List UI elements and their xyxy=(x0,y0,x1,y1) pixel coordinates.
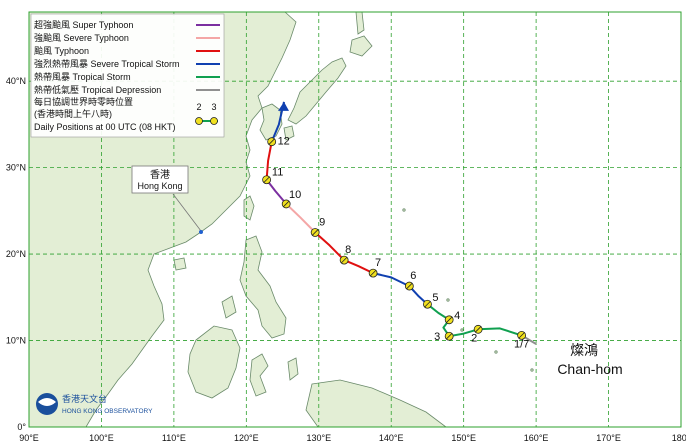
daily-position-marker-mark xyxy=(406,282,413,290)
longitude-tick-label: 180° xyxy=(672,433,686,443)
daily-position-marker-mark xyxy=(311,229,319,236)
longitude-tick-label: 130°E xyxy=(306,433,331,443)
daily-position-label: 3 xyxy=(434,331,440,343)
daily-position-label: 9 xyxy=(319,216,325,228)
storm-name-zh: 燦鴻 xyxy=(570,342,598,358)
hainan xyxy=(173,257,187,271)
track-segment xyxy=(265,179,287,205)
daily-position-label: 11 xyxy=(272,167,283,179)
longitude-tick-label: 90°E xyxy=(19,433,39,443)
legend-items: 超強颱風 Super Typhoon 強颱風 Severe Typhoon 颱風 T… xyxy=(34,19,220,95)
daily-position-label: 10 xyxy=(289,189,301,201)
latitude-labels: 0° 10°N 20°N 30°N 40°N xyxy=(6,76,27,432)
legend-sample-marker-1 xyxy=(195,117,203,125)
island xyxy=(446,298,450,302)
track-segment xyxy=(265,141,273,180)
daily-position-label: 12 xyxy=(278,136,290,148)
legend-item-label: 颱風 Typhoon xyxy=(34,46,89,56)
longitude-tick-label: 100°E xyxy=(89,433,114,443)
daily-position-marker-mark xyxy=(268,138,275,145)
daily-position-label: 6 xyxy=(410,270,416,282)
legend-item-label: 熱帶低氣壓 Tropical Depression xyxy=(34,84,161,95)
legend-sample-marker-2 xyxy=(210,117,218,125)
legend: 超強颱風 Super Typhoon 強颱風 Severe Typhoon 颱風 T… xyxy=(30,13,225,138)
latitude-tick-label: 10°N xyxy=(6,336,26,346)
longitude-labels: 90°E 100°E 110°E 120°E 130°E 140°E 150°E 160°E 1… xyxy=(19,433,686,443)
legend-sample-num-1: 2 xyxy=(196,102,201,112)
legend-item-label: 強颱風 Severe Typhoon xyxy=(34,32,129,43)
latitude-tick-label: 30°N xyxy=(6,163,26,173)
storm-name-en: Chan-hom xyxy=(557,361,622,377)
daily-position-marker-mark xyxy=(282,200,290,208)
longitude-tick-label: 170°E xyxy=(596,433,621,443)
daily-position-marker-mark xyxy=(445,332,453,340)
japan-hokkaido xyxy=(349,35,373,57)
borneo xyxy=(187,325,241,399)
daily-position-label: 4 xyxy=(454,310,460,322)
japan-kyushu xyxy=(283,125,295,141)
daily-position-marker-mark xyxy=(340,256,348,264)
hong-kong-annotation: 香港 Hong Kong xyxy=(131,165,203,234)
latitude-tick-label: 20°N xyxy=(6,249,26,259)
philippines xyxy=(239,235,287,339)
daily-position-label: 8 xyxy=(345,244,351,256)
latitude-tick-label: 40°N xyxy=(6,76,26,86)
longitude-tick-label: 110°E xyxy=(162,433,186,443)
daily-position-marker-mark xyxy=(445,316,453,324)
hong-kong-label-en: Hong Kong xyxy=(137,181,182,191)
hong-kong-label-zh: 香港 xyxy=(150,169,170,181)
island xyxy=(494,350,498,354)
hong-kong-dot xyxy=(199,230,203,234)
hong-kong-label-box xyxy=(131,165,189,194)
legend-daily-zh: 每日協調世界時零時位置 xyxy=(34,96,133,107)
island xyxy=(460,328,464,332)
latitude-tick-label: 0° xyxy=(17,422,26,432)
daily-position-label: 7 xyxy=(375,257,381,269)
daily-position-label: 2 xyxy=(471,332,477,344)
legend-box xyxy=(30,13,225,138)
daily-position-marker-mark xyxy=(474,326,482,333)
hko-logo-wave xyxy=(38,398,56,406)
legend-daily-hkt: (香港時間上午八時) xyxy=(34,108,112,119)
legend-item-label: 熱帶風暴 Tropical Storm xyxy=(34,71,131,82)
legend-item-label: 超強颱風 Super Typhoon xyxy=(34,19,133,30)
daily-position-label: 5 xyxy=(432,292,438,304)
halmahera xyxy=(287,357,299,381)
longitude-tick-label: 140°E xyxy=(379,433,404,443)
legend-item-label: 強烈熱帶風暴 Severe Tropical Storm xyxy=(34,58,180,69)
legend-daily-en: Daily Positions at 00 UTC (08 HKT) xyxy=(34,122,176,132)
storm-track xyxy=(265,101,537,345)
map-frame xyxy=(28,11,682,428)
daily-position-marker-mark xyxy=(518,332,525,339)
hong-kong-pointer xyxy=(172,193,202,232)
japan-honshu xyxy=(287,57,347,125)
new-guinea xyxy=(305,379,448,428)
hko-logo: 香港天文台 HONG KONG OBSERVATORY xyxy=(36,393,153,415)
longitude-tick-label: 160°E xyxy=(524,433,549,443)
longitude-tick-label: 150°E xyxy=(451,433,476,443)
daily-position-markers: 1/7 2 3 4 5 6 7 8 9 10 11 12 xyxy=(262,136,529,350)
hko-logo-zh: 香港天文台 xyxy=(62,393,107,404)
island xyxy=(402,208,406,212)
daily-position-marker-mark xyxy=(369,269,377,277)
track-segment xyxy=(285,203,316,234)
hko-logo-en: HONG KONG OBSERVATORY xyxy=(62,408,153,415)
daily-position-marker-mark xyxy=(263,176,270,184)
longitude-tick-label: 120°E xyxy=(234,433,259,443)
legend-sample-num-2: 3 xyxy=(211,102,216,112)
daily-position-marker-mark xyxy=(424,300,431,308)
palawan xyxy=(221,295,237,319)
sulawesi xyxy=(249,353,269,397)
daily-position-label: 1/7 xyxy=(514,338,529,350)
island xyxy=(530,368,534,372)
track-arrow-head xyxy=(278,101,290,111)
